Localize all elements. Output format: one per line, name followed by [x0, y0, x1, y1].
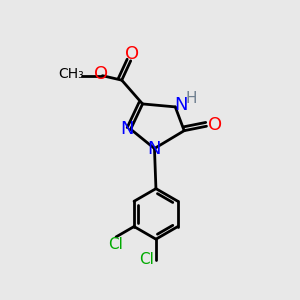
- Text: Cl: Cl: [140, 253, 154, 268]
- Text: CH₃: CH₃: [58, 67, 84, 81]
- Text: H: H: [186, 91, 197, 106]
- Text: Cl: Cl: [109, 237, 124, 252]
- Text: O: O: [208, 116, 222, 134]
- Text: O: O: [94, 65, 108, 83]
- Text: O: O: [125, 45, 139, 63]
- Text: N: N: [148, 140, 161, 158]
- Text: N: N: [174, 96, 188, 114]
- Text: N: N: [120, 120, 134, 138]
